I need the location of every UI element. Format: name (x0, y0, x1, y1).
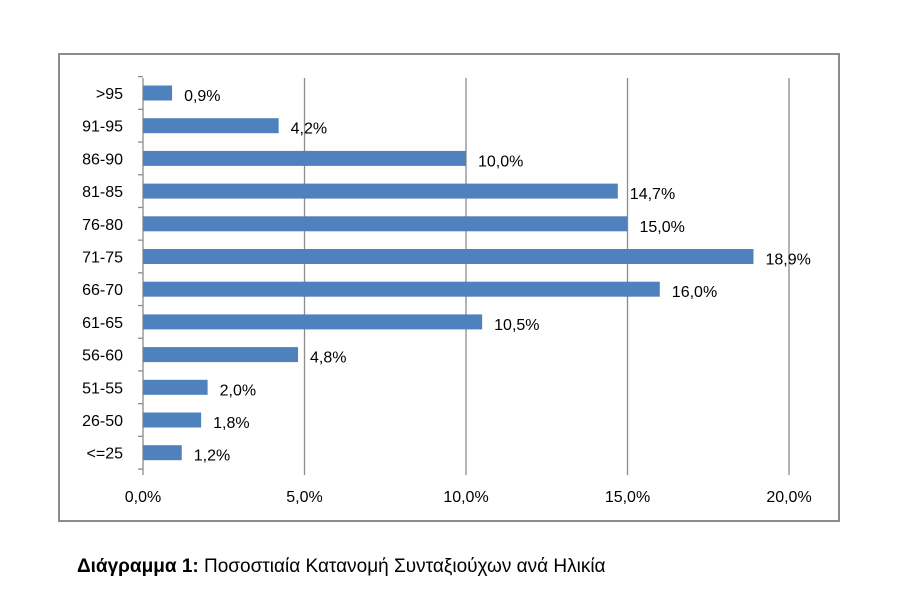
gridlines (138, 76, 790, 475)
data-label: 10,5% (494, 317, 539, 334)
bar (143, 445, 182, 461)
data-label: 0,9% (184, 88, 220, 105)
x-tick-label: 5,0% (286, 489, 322, 506)
data-label: 4,8% (310, 350, 346, 367)
labels: 0,0% 5,0% 10,0% 15,0% 20,0% >95 0,9% 91-95 4,2% 8… (82, 86, 812, 506)
data-label: 1,8% (213, 415, 249, 432)
chart-caption: Διάγραμμα 1: Ποσοστιαία Κατανομή Συνταξι… (77, 556, 606, 578)
category-label: 56-60 (82, 348, 123, 365)
data-label: 2,0% (220, 382, 256, 399)
category-label: 61-65 (82, 315, 123, 332)
caption-number: Διάγραμμα 1: (77, 556, 199, 577)
caption-text: Ποσοστιαία Κατανομή Συνταξιούχων ανά Ηλι… (198, 556, 606, 577)
bar (143, 150, 466, 166)
x-tick-label: 15,0% (605, 489, 650, 506)
category-label: 91-95 (82, 119, 123, 136)
bar (143, 379, 208, 395)
x-tick-label: 10,0% (443, 489, 488, 506)
x-tick-label: 20,0% (766, 489, 811, 506)
category-label: <=25 (87, 446, 124, 463)
bar (143, 347, 299, 363)
bar (143, 216, 628, 232)
category-label: 66-70 (82, 282, 123, 299)
data-label: 4,2% (291, 121, 327, 138)
category-label: 81-85 (82, 184, 123, 201)
bar (143, 183, 618, 199)
category-label: >95 (96, 86, 123, 103)
x-tick-label: 0,0% (125, 489, 161, 506)
data-label: 14,7% (630, 186, 675, 203)
category-label: 71-75 (82, 250, 123, 267)
bar (143, 314, 483, 330)
category-label: 86-90 (82, 151, 123, 168)
data-label: 18,9% (765, 252, 810, 269)
data-label: 15,0% (640, 219, 685, 236)
bar (143, 412, 202, 428)
bar (143, 281, 660, 297)
data-label: 10,0% (478, 153, 523, 170)
category-label: 26-50 (82, 413, 123, 430)
category-label: 76-80 (82, 217, 123, 234)
data-label: 16,0% (672, 284, 717, 301)
category-label: 51-55 (82, 380, 123, 397)
bar (143, 85, 173, 101)
data-label: 1,2% (194, 448, 230, 465)
bar (143, 249, 754, 264)
bar (143, 118, 279, 134)
bars (143, 85, 754, 461)
